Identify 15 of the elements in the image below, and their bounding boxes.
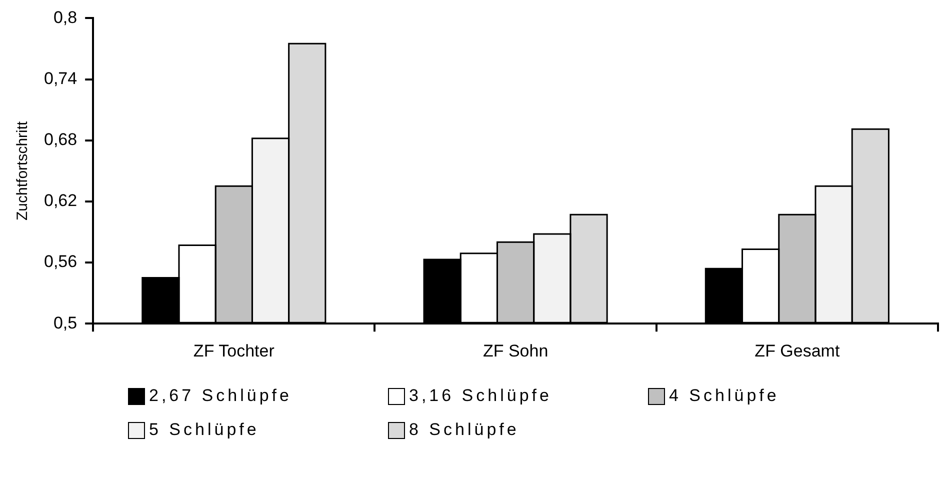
legend-label: 5 Schlüpfe [149, 420, 260, 440]
legend-label: 3,16 Schlüpfe [409, 386, 552, 406]
x-tick-label: ZF Gesamt [754, 341, 840, 360]
legend-label: 4 Schlüpfe [669, 386, 780, 406]
y-tick-label: 0,56 [44, 252, 78, 272]
x-tick-label: ZF Tochter [193, 341, 275, 360]
legend-label: 2,67 Schlüpfe [149, 386, 292, 406]
y-tick-label: 0,68 [44, 130, 78, 150]
y-axis-title: Zuchtfortschritt [14, 120, 32, 220]
legend-label: 8 Schlüpfe [409, 420, 520, 440]
y-tick-label: 0,74 [44, 68, 78, 88]
x-tick-label: ZF Sohn [482, 341, 548, 360]
y-tick-label: 0,8 [53, 8, 78, 27]
y-tick-label: 0,62 [44, 191, 78, 210]
y-tick-label: 0,5 [53, 313, 78, 332]
